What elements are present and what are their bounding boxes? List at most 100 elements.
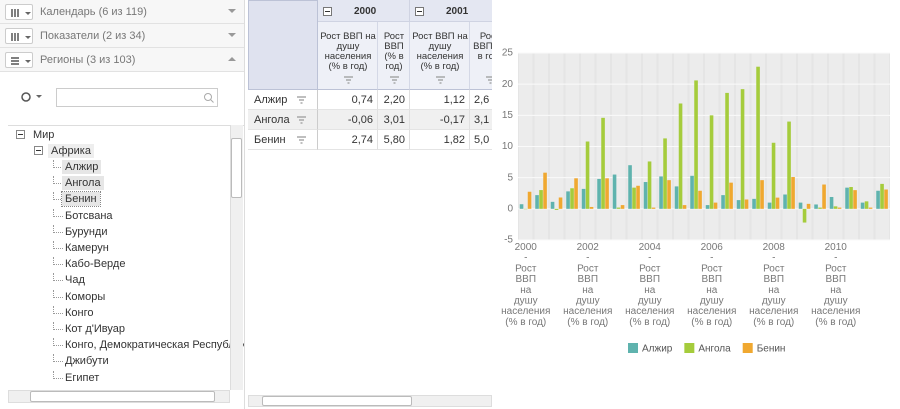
column-header: Рост ВВП (% в год) [470, 22, 492, 90]
bar [674, 186, 679, 209]
legend-swatch [628, 343, 638, 353]
column-label: Рост ВВП на душу населения (% в год) [412, 31, 468, 72]
filter-row[interactable]: Показатели (2 из 34) [0, 24, 244, 48]
bar [771, 142, 776, 209]
bar [647, 161, 652, 209]
v-thumb[interactable] [231, 138, 242, 198]
legend-label: Алжир [642, 344, 673, 355]
bar [756, 66, 760, 209]
filter-button[interactable] [5, 4, 33, 20]
filter-icon[interactable] [296, 135, 307, 145]
cell: 3,01 [378, 110, 410, 130]
tree-connector [53, 305, 63, 314]
column-label: Рост ВВП на душу населения (% в год) [320, 31, 376, 72]
bar [535, 195, 539, 209]
search-input[interactable] [56, 88, 218, 107]
bar [667, 180, 671, 209]
bar [791, 177, 795, 209]
tree-connector [53, 354, 63, 363]
filter-icon[interactable] [435, 75, 446, 85]
legend-swatch [684, 343, 695, 353]
tree-node[interactable]: Африка [48, 144, 94, 158]
filter-row[interactable]: Регионы (3 из 103) [0, 48, 244, 72]
tree-item[interactable]: Камерун [65, 242, 109, 254]
filter-row[interactable]: Календарь (6 из 119) [0, 0, 244, 24]
bar [581, 188, 586, 209]
bar [651, 207, 656, 209]
filter-icon[interactable] [485, 75, 492, 85]
bar [694, 80, 698, 209]
bar [550, 201, 555, 209]
bar [744, 199, 749, 209]
bar [554, 208, 559, 210]
y-tick-label: -5 [504, 235, 513, 246]
bar [643, 182, 648, 209]
tree-item[interactable]: Египет [65, 371, 100, 384]
bar [527, 191, 532, 209]
filter-icon[interactable] [296, 115, 307, 125]
bar [636, 185, 640, 209]
bar [597, 178, 601, 209]
cell: 3,1 [470, 110, 492, 130]
settings-button[interactable] [20, 90, 46, 104]
search-icon[interactable] [203, 92, 215, 104]
collapse-toggle[interactable] [415, 7, 424, 16]
tree: Мир Африка Алжир Ангола Бенин Ботсвана Бурунди… [8, 125, 244, 390]
h-thumb[interactable] [30, 391, 215, 402]
tree-connector [53, 257, 63, 266]
x-tick-label: 2010 -Рост ВВП на душу населения (% в год) [811, 242, 860, 328]
tree-item[interactable]: Ангола [62, 176, 104, 191]
row-header: Ангола [248, 110, 318, 130]
cell-value: 1,12 [443, 94, 465, 106]
dropdown-arrow[interactable] [228, 33, 236, 39]
tree-item[interactable]: Кот д'Ивуар [65, 323, 126, 335]
bar [539, 190, 543, 209]
tree-item[interactable]: Ботсвана [65, 209, 113, 222]
tree-item[interactable]: Чад [65, 274, 85, 287]
tree-node[interactable]: Мир [33, 129, 55, 141]
tree-connector [53, 370, 63, 379]
tree-item[interactable]: Кабо-Верде [65, 258, 126, 271]
bar [659, 176, 663, 209]
bar [725, 92, 729, 209]
bar [690, 175, 694, 209]
filter-icon[interactable] [296, 95, 307, 105]
filter-icon[interactable] [343, 75, 354, 85]
h-thumb[interactable] [262, 396, 412, 406]
bar [585, 141, 590, 209]
bar [775, 197, 780, 209]
tree-item[interactable]: Бенин [61, 191, 101, 208]
dropdown-arrow[interactable] [228, 57, 236, 63]
tree-item[interactable]: Коморы [65, 290, 106, 303]
bar [698, 190, 702, 209]
tree-item[interactable]: Конго [65, 306, 94, 319]
column-label: Рост ВВП (% в год) [383, 31, 405, 72]
collapse-toggle[interactable] [16, 130, 25, 139]
bar [853, 190, 857, 209]
cell: -0,17 [410, 110, 470, 130]
tree-item[interactable]: Алжир [62, 160, 102, 174]
tree-connector [53, 160, 63, 168]
tree-item[interactable]: Джибути [65, 355, 109, 368]
cell: 5,0 [470, 130, 492, 150]
cell-value: -0,06 [347, 114, 373, 126]
bar [845, 187, 849, 209]
collapse-toggle[interactable] [34, 146, 43, 155]
filter-button[interactable] [5, 28, 33, 44]
x-tick-label: 2004 -Рост ВВП на душу населения (% в год) [625, 242, 674, 328]
cell-value: 5,0 [474, 134, 490, 146]
tree-item[interactable]: Конго, Демократическая Республика [65, 339, 244, 352]
bar [570, 188, 574, 209]
tree-connector [53, 241, 63, 249]
tree-connector [53, 273, 63, 282]
column-header: Рост ВВП на душу населения (% в год) [318, 22, 378, 90]
y-tick-label: 10 [502, 141, 514, 152]
dropdown-arrow[interactable] [228, 9, 236, 15]
x-tick-label: 2006 -Рост ВВП на душу населения (% в год) [687, 242, 736, 328]
filter-icon[interactable] [389, 75, 400, 85]
collapse-toggle[interactable] [323, 7, 332, 16]
filter-button[interactable] [5, 52, 33, 68]
tree-item[interactable]: Бурунди [65, 225, 108, 238]
bar [884, 189, 888, 209]
bar [566, 191, 570, 209]
